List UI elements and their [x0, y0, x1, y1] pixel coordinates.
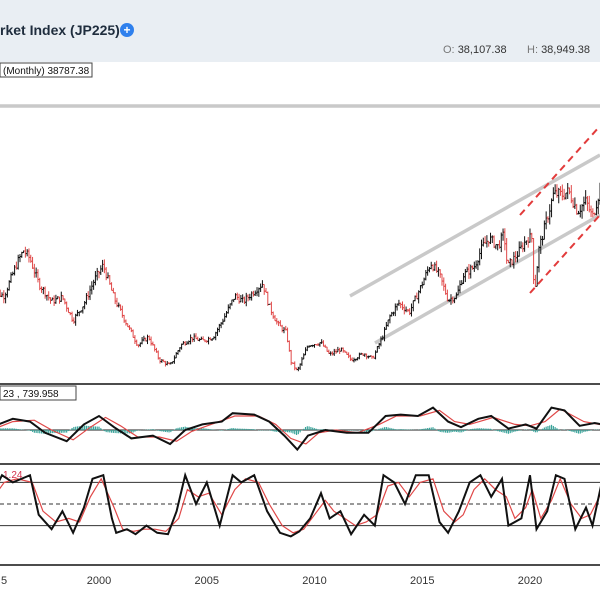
price-legend-box — [0, 62, 93, 78]
instrument-title: rket Index (JP225) — [0, 22, 120, 38]
high-readout: H: 38,949.38 — [527, 44, 590, 56]
stochastic-main-line — [0, 471, 600, 538]
dashed-upper-line — [519, 125, 600, 216]
x-tick-label: 5 — [1, 575, 7, 587]
oscillator-histogram — [0, 424, 599, 435]
open-value: 38,107.38 — [457, 44, 507, 56]
x-tick-label: 2000 — [87, 575, 111, 587]
x-tick-label: 2020 — [518, 575, 542, 587]
oscillator-legend: 23 , 739.958 — [3, 389, 59, 400]
open-label: O: — [443, 44, 455, 56]
x-axis: 5 2000 2005 2010 2015 2020 — [1, 575, 542, 587]
chart-header: rket Index (JP225) + O: 38,107.38 H: 38,… — [0, 0, 600, 62]
x-tick-label: 2005 — [195, 575, 219, 587]
channel-lower-line — [374, 213, 600, 345]
price-legend: (Monthly) 38787.38 — [3, 66, 90, 77]
open-readout: O: 38,107.38 — [443, 44, 507, 56]
x-tick-label: 2010 — [302, 575, 326, 587]
channel-upper-line — [349, 153, 600, 298]
oscillator-main-line — [0, 406, 600, 452]
chart-area: (Monthly) 38787.38 23 , 739.958 1.24 5 20… — [0, 62, 600, 587]
high-label: H: — [527, 44, 538, 56]
oscillator-legend-box — [0, 385, 77, 401]
add-plus-icon[interactable]: + — [120, 23, 134, 37]
high-value: 38,949.38 — [541, 44, 590, 56]
x-tick-label: 2015 — [410, 575, 434, 587]
price-series — [0, 182, 600, 372]
stochastic-legend: 1.24 — [3, 470, 23, 481]
dashed-lower-line — [529, 214, 600, 294]
